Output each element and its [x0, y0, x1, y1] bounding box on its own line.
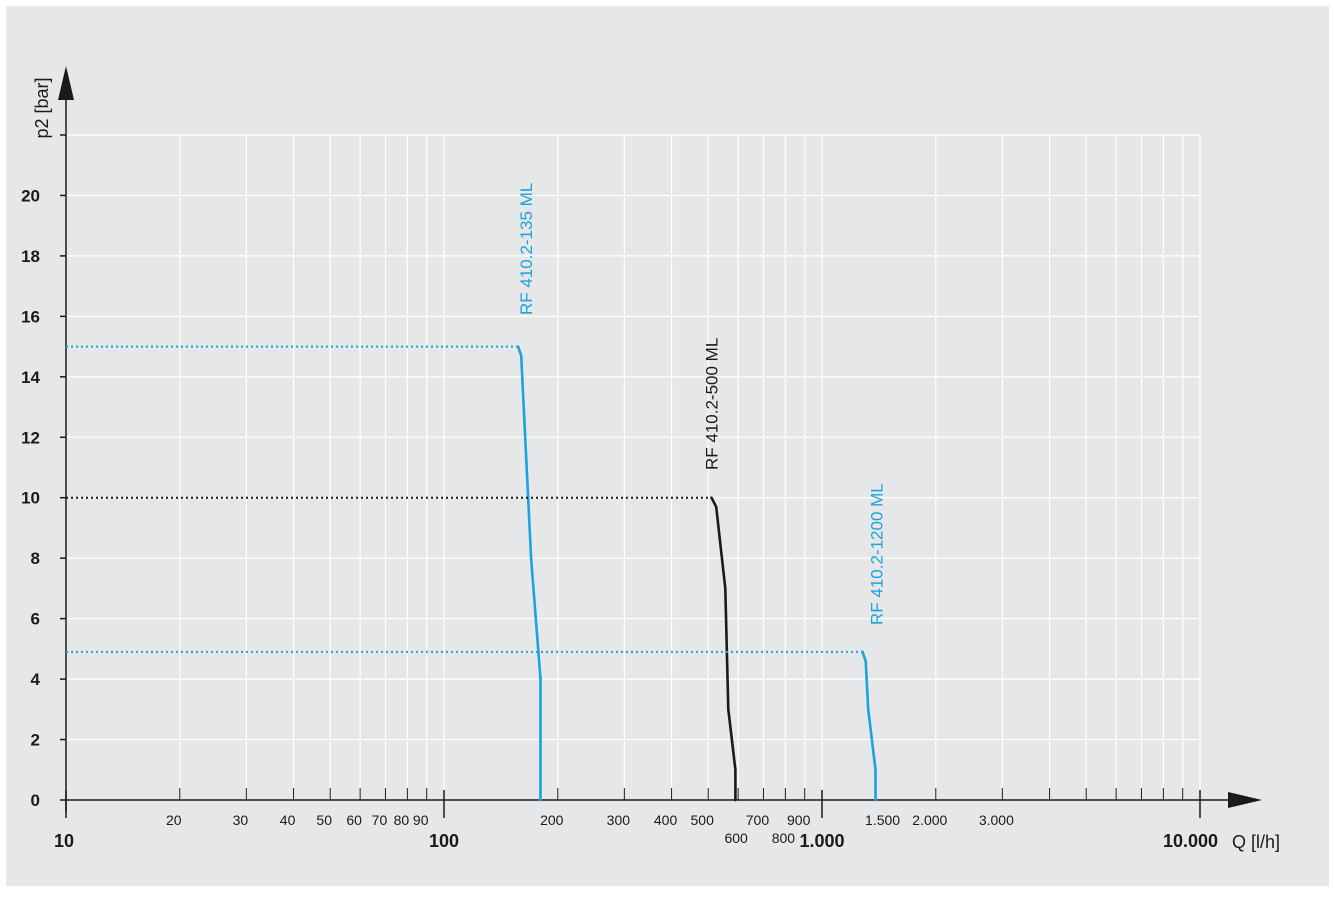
- series-label: RF 410.2-500 ML: [702, 338, 721, 470]
- x-tick-label-major: 100: [429, 831, 459, 851]
- series-line: [710, 496, 737, 802]
- x-tick-label: 700: [746, 812, 770, 828]
- x-axis-title: Q [l/h]: [1232, 832, 1280, 852]
- x-tick-label: 20: [166, 812, 182, 828]
- y-axis-arrow-icon: [58, 66, 74, 100]
- x-tick-label-major: 1.000: [799, 831, 844, 851]
- series-line: [861, 650, 877, 802]
- y-tick-label: 0: [31, 791, 40, 810]
- x-tick-label: 1.500: [865, 812, 900, 828]
- y-tick-label: 20: [21, 186, 40, 205]
- x-axis-arrow-icon: [1228, 792, 1262, 808]
- x-tick-label: 400: [654, 812, 678, 828]
- x-tick-label: 800: [772, 830, 796, 846]
- x-tick-label: 200: [540, 812, 564, 828]
- x-tick-label: 30: [233, 812, 249, 828]
- y-tick-label: 4: [31, 670, 41, 689]
- y-axis-title: p2 [bar]: [32, 77, 52, 138]
- x-tick-label: 60: [346, 812, 362, 828]
- y-tick-label: 12: [21, 428, 40, 447]
- y-tick-label: 16: [21, 307, 40, 326]
- x-tick-label: 90: [413, 812, 429, 828]
- y-tick-label: 6: [31, 610, 40, 629]
- series-label: RF 410.2-135 ML: [517, 183, 536, 315]
- x-tick-label: 600: [724, 830, 748, 846]
- x-tick-label: 3.000: [979, 812, 1014, 828]
- x-tick-label: 900: [787, 812, 811, 828]
- y-tick-label: 8: [31, 549, 40, 568]
- y-tick-label: 14: [21, 368, 40, 387]
- x-tick-label-major: 10.000: [1163, 831, 1218, 851]
- x-tick-label: 300: [607, 812, 631, 828]
- x-tick-label: 500: [691, 812, 715, 828]
- x-tick-label: 50: [316, 812, 332, 828]
- series-label: RF 410.2-1200 ML: [868, 483, 887, 625]
- x-tick-label: 70: [372, 812, 388, 828]
- x-tick-label-major: 10: [54, 831, 74, 851]
- y-tick-label: 10: [21, 489, 40, 508]
- x-tick-label: 40: [280, 812, 296, 828]
- x-tick-label: 2.000: [912, 812, 947, 828]
- series-line: [516, 345, 542, 802]
- y-tick-label: 2: [31, 731, 40, 750]
- y-tick-label: 18: [21, 247, 40, 266]
- x-tick-label: 80: [394, 812, 410, 828]
